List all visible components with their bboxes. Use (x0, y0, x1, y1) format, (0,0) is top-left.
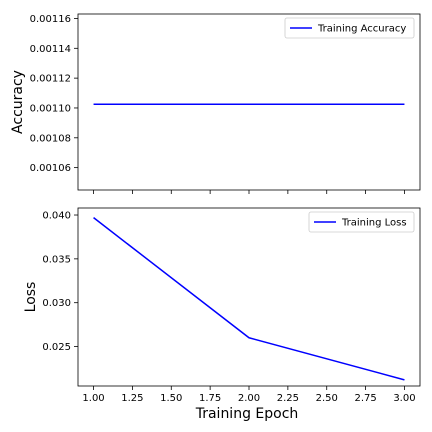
accuracy-y-tick-label: 0.00108 (30, 133, 71, 144)
loss-y-ticks: 0.025 0.030 0.035 0.040 (42, 211, 78, 353)
loss-x-tick-label: 2.00 (238, 393, 260, 404)
accuracy-legend: Training Accuracy (284, 17, 415, 39)
loss-x-axis-label: Training Epoch (195, 406, 299, 422)
accuracy-y-axis-label: Accuracy (10, 70, 26, 134)
accuracy-y-tick-label: 0.00106 (30, 163, 71, 174)
loss-legend-box (308, 211, 415, 233)
accuracy-x-ticks (93, 190, 405, 194)
loss-x-tick-label: 3.00 (393, 393, 415, 404)
loss-y-tick-label: 0.030 (42, 298, 71, 309)
accuracy-y-tick-label: 0.00114 (30, 44, 71, 55)
accuracy-plot-frame (77, 13, 421, 191)
loss-y-tick-label: 0.035 (42, 254, 71, 265)
accuracy-y-tick-label: 0.00116 (30, 14, 71, 25)
accuracy-y-tick-label: 0.00110 (30, 103, 71, 114)
loss-plot-frame (77, 207, 421, 387)
accuracy-legend-box (284, 17, 415, 39)
accuracy-y-ticks: 0.00106 0.00108 0.00110 0.00112 0.00114 0.001… (30, 14, 78, 174)
loss-x-tick-label: 1.25 (121, 393, 143, 404)
loss-x-tick-label: 1.50 (160, 393, 182, 404)
accuracy-y-tick-label: 0.00112 (30, 74, 71, 85)
loss-chart: 1.00 1.25 1.50 1.75 2.00 2.25 2.50 2.75 3.00 0.0… (23, 207, 421, 422)
accuracy-legend-label: Training Accuracy (317, 24, 406, 35)
loss-x-tick-label: 1.00 (82, 393, 104, 404)
loss-legend-label: Training Loss (341, 218, 407, 229)
loss-x-tick-label: 2.75 (354, 393, 376, 404)
loss-y-tick-label: 0.040 (42, 211, 71, 222)
loss-y-tick-label: 0.025 (42, 342, 71, 353)
loss-series-line (93, 217, 405, 381)
loss-x-ticks: 1.00 1.25 1.50 1.75 2.00 2.25 2.50 2.75 3.00 (82, 386, 416, 404)
loss-legend: Training Loss (308, 211, 415, 233)
loss-series-group (93, 217, 405, 381)
accuracy-chart: 0.00106 0.00108 0.00110 0.00112 0.00114 0.001… (10, 13, 421, 194)
loss-x-tick-label: 1.75 (199, 393, 221, 404)
loss-y-axis-label: Loss (23, 282, 39, 313)
loss-x-tick-label: 2.25 (277, 393, 299, 404)
loss-x-tick-label: 2.50 (316, 393, 338, 404)
